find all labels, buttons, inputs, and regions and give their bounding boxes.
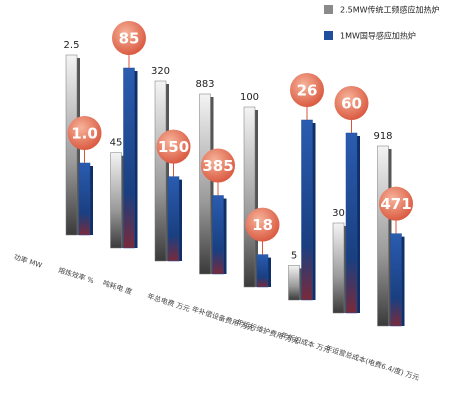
value-label: 60 (341, 95, 362, 113)
legend-label: 2.5MW传统工频感应加热炉 (340, 5, 440, 15)
bar-side (312, 123, 316, 300)
bar (199, 93, 211, 275)
bar-side (210, 97, 214, 274)
value-label: 100 (240, 92, 259, 103)
bar (167, 176, 180, 262)
bar (110, 152, 122, 249)
value-label: 30 (332, 208, 345, 219)
legend-swatch (324, 5, 333, 14)
bar-side (223, 198, 227, 274)
value-label: 150 (158, 138, 189, 156)
bubble (245, 207, 280, 242)
bar-side (255, 110, 258, 287)
bar (123, 67, 135, 249)
value-label: 2.5 (64, 40, 80, 51)
bar-side (166, 84, 169, 261)
bar (256, 254, 269, 288)
value-label: 26 (297, 82, 318, 100)
bar-side (357, 136, 360, 313)
bar (243, 106, 256, 288)
bar (377, 145, 389, 327)
bar (301, 119, 313, 301)
bar-side (268, 257, 271, 287)
bar (154, 80, 167, 262)
bubble (379, 186, 413, 221)
bubble (156, 129, 191, 164)
value-label: 45 (110, 138, 123, 149)
bar-side (388, 149, 392, 326)
bubble (112, 21, 146, 55)
category-label: 年总电费 万元 (146, 291, 191, 313)
legend-swatch (324, 31, 333, 40)
value-label: 918 (373, 131, 392, 142)
category-label: 吨耗电 度 (102, 278, 134, 296)
bar (390, 233, 402, 327)
bar-side (90, 166, 93, 235)
bubble (67, 116, 102, 150)
value-label: 1.0 (71, 125, 98, 143)
bar-side (179, 179, 182, 261)
legend-label: 1MW国导感应加热炉 (340, 31, 416, 41)
value-label: 5 (291, 250, 297, 261)
bar-side (344, 226, 347, 313)
bubble (334, 86, 369, 120)
bubble (290, 73, 324, 107)
value-label: 385 (202, 157, 233, 175)
value-label: 18 (252, 216, 273, 234)
bubble (201, 148, 235, 183)
value-label: 85 (119, 30, 140, 48)
bar (78, 162, 91, 236)
bar-side (121, 155, 125, 248)
bar-side (401, 236, 405, 326)
value-label: 471 (380, 195, 411, 213)
category-label: 功率 MW (13, 252, 44, 270)
bar-side (299, 268, 303, 300)
bar (332, 222, 345, 314)
category-label: 熔炼效率 % (57, 265, 95, 285)
category-label: 年运营总成本(电费6.4/度) 万元 (324, 343, 420, 382)
bar (288, 265, 300, 301)
bar (212, 195, 224, 275)
value-label: 883 (195, 79, 214, 90)
value-label: 320 (151, 66, 170, 77)
bar (345, 132, 358, 314)
bar-side (134, 71, 138, 248)
